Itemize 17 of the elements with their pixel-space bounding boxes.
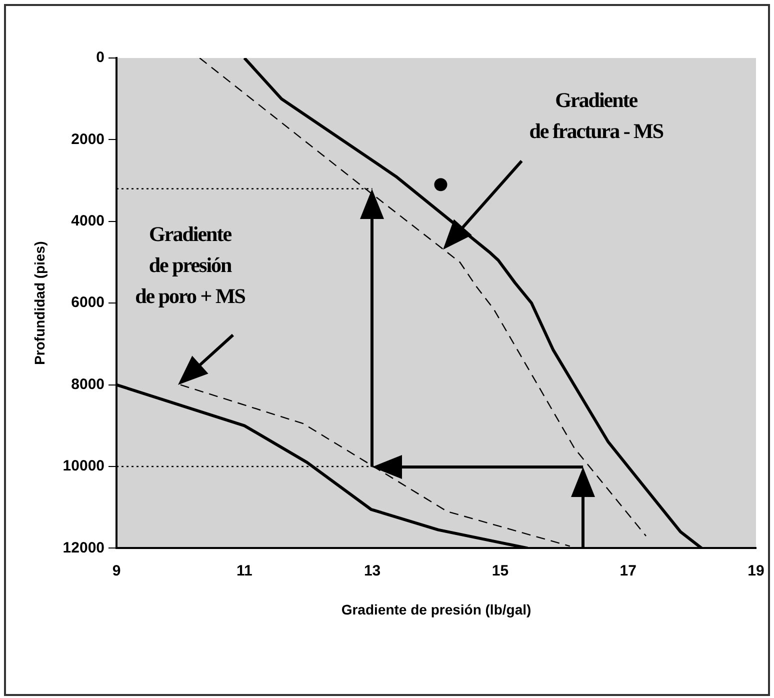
annotation: Gradiente de fractura - MS [529,86,664,145]
x-tick-label: 15 [492,562,509,580]
y-tick-label: 4000 [71,212,105,230]
y-tick-label: 10000 [62,458,105,475]
x-tick-label: 11 [236,562,252,580]
y-tick-label: 6000 [71,294,105,312]
y-tick-label: 12000 [62,539,105,556]
x-tick-label: 17 [620,562,636,580]
x-axis-title: Gradiente de presión (lb/gal) [341,601,532,618]
annotation: Gradiente de presión de poro + MS [135,221,245,310]
x-tick-label: 13 [364,562,381,580]
y-tick-label: 8000 [71,376,105,393]
x-tick-label: 19 [748,562,764,580]
x-tick-label: 9 [112,562,121,580]
y-tick-label: 0 [96,49,105,66]
y-axis-title: Profundidad (pies) [31,241,48,365]
y-tick-label: 2000 [71,130,105,148]
